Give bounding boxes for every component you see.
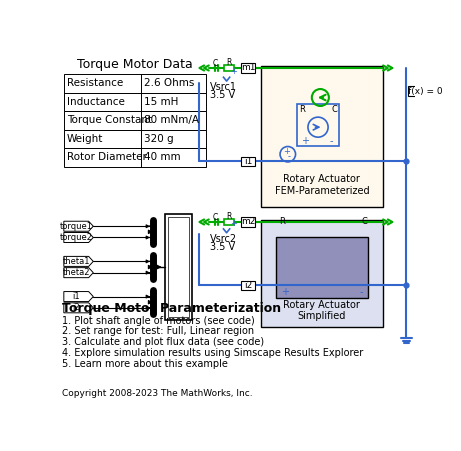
- Text: 1. Plot shaft angle of motors (see code): 1. Plot shaft angle of motors (see code): [61, 316, 254, 326]
- Text: Rotary Actuator
Simplified: Rotary Actuator Simplified: [284, 300, 361, 321]
- Bar: [64, 74, 206, 92]
- Text: 3.5 V: 3.5 V: [210, 90, 236, 100]
- Text: 320 g: 320 g: [144, 134, 174, 144]
- Text: theta2: theta2: [63, 268, 90, 277]
- Bar: [276, 237, 367, 298]
- Text: 3. Calculate and plot flux data (see code): 3. Calculate and plot flux data (see cod…: [61, 337, 264, 347]
- Text: R: R: [299, 105, 305, 114]
- Text: 40 mm: 40 mm: [144, 152, 181, 162]
- Text: 2.6 Ohms: 2.6 Ohms: [144, 78, 195, 88]
- Text: R: R: [226, 58, 231, 67]
- Text: R: R: [226, 212, 231, 221]
- Bar: [64, 111, 206, 129]
- Text: +: +: [283, 147, 290, 156]
- Polygon shape: [64, 221, 93, 231]
- Bar: [297, 104, 339, 146]
- Text: i2: i2: [72, 304, 80, 312]
- Text: Torque Motor Parameterization: Torque Motor Parameterization: [61, 302, 281, 315]
- Text: Resistance: Resistance: [67, 78, 123, 88]
- Bar: [64, 92, 206, 111]
- Bar: [224, 219, 234, 225]
- Text: i2: i2: [244, 281, 253, 290]
- Text: torque2: torque2: [60, 233, 93, 242]
- Text: torque1: torque1: [60, 222, 93, 231]
- Text: C: C: [213, 59, 218, 68]
- Polygon shape: [64, 303, 93, 313]
- Polygon shape: [64, 267, 93, 278]
- Text: C: C: [331, 105, 337, 114]
- Text: m2: m2: [241, 217, 255, 226]
- Text: -: -: [360, 287, 363, 297]
- Polygon shape: [64, 291, 93, 302]
- Bar: [64, 129, 206, 148]
- Text: Rotor Diameter: Rotor Diameter: [67, 152, 147, 162]
- Bar: [64, 148, 206, 166]
- Bar: [168, 217, 189, 317]
- Text: +: +: [301, 136, 308, 146]
- Text: C: C: [361, 217, 367, 226]
- Text: -: -: [330, 136, 333, 146]
- Text: -: -: [288, 152, 291, 161]
- Bar: [241, 217, 255, 226]
- Text: 3.5 V: 3.5 V: [210, 242, 236, 252]
- Polygon shape: [64, 257, 93, 267]
- Text: +: +: [230, 219, 236, 228]
- Bar: [241, 281, 255, 290]
- Text: Rotary Actuator
FEM-Parameterized: Rotary Actuator FEM-Parameterized: [275, 174, 369, 196]
- Text: 5. Learn more about this example: 5. Learn more about this example: [61, 359, 227, 368]
- Bar: [241, 63, 255, 73]
- Text: Vsrc1: Vsrc1: [210, 82, 237, 92]
- Text: C: C: [213, 213, 218, 222]
- Bar: [241, 156, 255, 166]
- Text: f(x) = 0: f(x) = 0: [408, 87, 443, 96]
- Polygon shape: [64, 232, 93, 243]
- Text: Inductance: Inductance: [67, 97, 125, 107]
- Text: theta1: theta1: [63, 257, 90, 266]
- Text: 15 mH: 15 mH: [144, 97, 179, 107]
- Bar: [260, 66, 383, 207]
- Bar: [408, 86, 443, 97]
- Bar: [224, 65, 234, 71]
- Text: Torque Constant: Torque Constant: [67, 115, 152, 125]
- Text: R: R: [279, 217, 285, 226]
- Text: 2. Set range for test: Full, Linear region: 2. Set range for test: Full, Linear regi…: [61, 327, 254, 336]
- Text: 4. Explore simulation results using Simscape Results Explorer: 4. Explore simulation results using Sims…: [61, 348, 363, 358]
- Text: m1: m1: [241, 64, 255, 73]
- Text: Vsrc2: Vsrc2: [210, 234, 237, 244]
- Text: +: +: [230, 68, 236, 77]
- Text: i1: i1: [72, 292, 80, 301]
- Text: Copyright 2008-2023 The MathWorks, Inc.: Copyright 2008-2023 The MathWorks, Inc.: [61, 389, 252, 398]
- Bar: [260, 220, 383, 327]
- Text: Torque Motor Data: Torque Motor Data: [77, 58, 193, 71]
- Text: i1: i1: [244, 156, 253, 166]
- Text: +: +: [281, 287, 289, 297]
- Text: 80 mNm/A: 80 mNm/A: [144, 115, 200, 125]
- Text: Weight: Weight: [67, 134, 103, 144]
- Bar: [165, 214, 192, 320]
